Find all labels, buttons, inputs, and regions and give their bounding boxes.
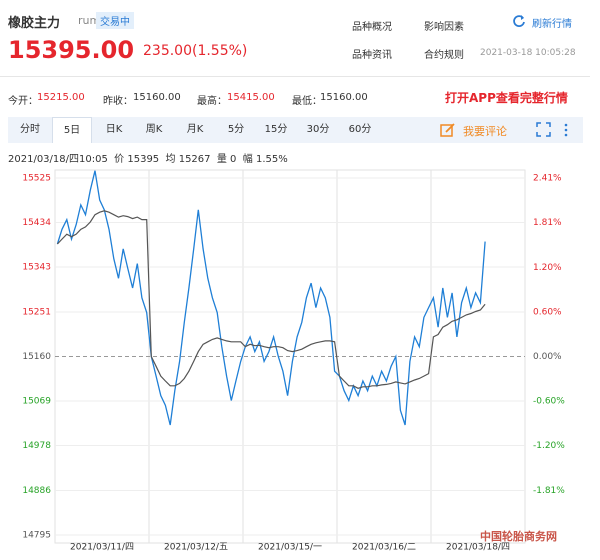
y2-tick-label: 0.60% [533,308,562,318]
y-tick-label: 15251 [22,307,51,317]
x-tick-label: 2021/03/11/四 [70,543,134,553]
x-tick-label: 2021/03/12/五 [164,543,228,553]
y-tick-label: 15343 [22,263,51,273]
code: rum [78,14,101,27]
info-line: 2021/03/18/四10:05 价 15395 均 15267 量 0 幅 … [8,154,288,165]
separator [0,76,590,77]
y-tick-label: 15525 [22,174,51,184]
stat-value: 15415.00 [227,92,275,103]
y2-tick-label: 0.00% [533,352,562,362]
y2-tick-label: 1.81% [533,218,562,228]
stat-label: 昨收： [103,96,133,107]
y2-tick-label: 1.20% [533,263,562,273]
status-badge: 交易中 [96,12,134,29]
tab[interactable]: 60分 [348,124,372,135]
y2-tick-label: -1.81% [533,486,565,496]
x-tick-label: 2021/03/16/二 [352,543,416,553]
promo[interactable]: 打开APP查看完整行情 [445,91,568,105]
price-line [56,170,486,426]
tab[interactable]: 分时 [20,124,40,135]
stat-label: 最低： [292,96,322,107]
tab[interactable]: 15分 [264,124,288,135]
stat-label: 最高： [197,96,227,107]
tool-icons[interactable] [536,122,576,138]
average-line [56,210,486,389]
y-tick-label: 15069 [22,397,51,407]
refresh-icon[interactable] [512,14,526,28]
tab[interactable]: 5日 [52,117,92,143]
change: 235.00(1.55%) [143,43,248,59]
refresh[interactable]: 刷新行情 [532,19,572,30]
y-tick-label: 15160 [22,352,51,362]
comment[interactable]: 我要评论 [463,125,507,138]
y-tick-label: 14978 [22,441,51,451]
link[interactable]: 影响因素 [424,22,464,33]
y2-tick-label: -0.60% [533,396,565,406]
stat-label: 今开： [8,96,38,107]
x-tick-label: 2021/03/18/四 [446,543,510,553]
tab[interactable]: 周K [145,124,163,135]
link[interactable]: 合约规则 [424,50,464,61]
y2-tick-label: 2.41% [533,174,562,184]
tab-bar: 分时 5日 日K 周K 月K 5分 15分 30分 60分 [8,117,583,143]
x-tick-label: 2021/03/15/一 [258,543,322,553]
comment-icon[interactable] [440,122,456,138]
link[interactable]: 品种资讯 [352,50,392,61]
y2-tick-label: -1.20% [533,441,565,451]
link[interactable]: 品种概况 [352,22,392,33]
watermark: 中国轮胎商务网 [480,530,557,543]
tab[interactable]: 30分 [306,124,330,135]
time: 2021-03-18 10:05:28 [480,48,576,58]
price: 15395.00 [8,36,135,64]
stat-value: 15160.00 [133,92,181,103]
y-tick-label: 14886 [22,486,51,496]
tab[interactable]: 5分 [227,124,245,135]
y-tick-label: 14795 [22,531,51,541]
title: 橡胶主力 [8,16,61,31]
tab[interactable]: 日K [105,124,123,135]
stat-value: 15160.00 [320,92,368,103]
stat-value: 15215.00 [37,92,85,103]
y-tick-label: 15434 [22,218,51,228]
tab[interactable]: 月K [186,124,204,135]
